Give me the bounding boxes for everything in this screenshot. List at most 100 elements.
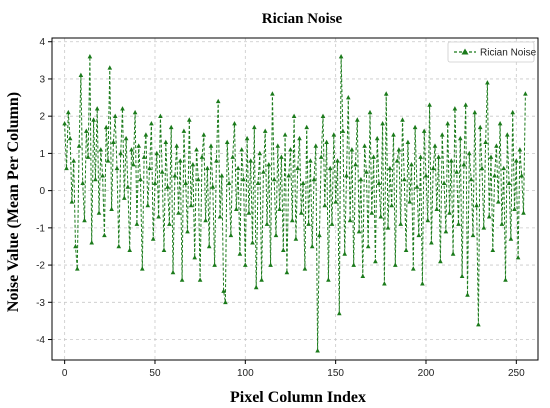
data-point [80, 180, 85, 185]
legend-box [447, 41, 535, 63]
data-point [416, 232, 422, 238]
data-point [519, 173, 524, 178]
data-point [76, 143, 82, 148]
data-point [152, 180, 158, 185]
data-point [262, 128, 268, 133]
data-point [210, 184, 216, 189]
data-point [505, 132, 510, 137]
y-axis-label: Noise Value (Mean Per Column) [5, 92, 22, 312]
data-point [474, 202, 479, 208]
data-point [365, 243, 371, 249]
data-point [454, 169, 459, 174]
data-point [367, 109, 373, 115]
data-point [499, 221, 505, 226]
data-point [290, 217, 295, 223]
data-point [188, 202, 194, 208]
data-point [64, 165, 69, 171]
data-point [411, 266, 416, 271]
data-point [327, 165, 333, 171]
data-point [131, 162, 136, 167]
data-point [244, 135, 250, 141]
data-point [483, 139, 488, 144]
data-point [300, 180, 306, 185]
data-point [382, 281, 387, 286]
data-point [503, 277, 508, 282]
data-point [112, 113, 118, 118]
data-point [271, 176, 277, 182]
data-point [369, 210, 375, 215]
data-point [252, 124, 257, 130]
data-point [149, 121, 154, 126]
data-point [73, 243, 78, 249]
data-point [344, 173, 349, 178]
data-point [224, 139, 230, 144]
data-point [306, 221, 311, 226]
data-point [163, 139, 169, 144]
data-point [291, 113, 297, 118]
data-point [264, 221, 270, 226]
data-point [443, 229, 449, 234]
data-point [304, 124, 309, 130]
data-point [100, 173, 105, 178]
data-point [309, 243, 315, 249]
data-point [255, 180, 261, 185]
data-point [107, 65, 113, 70]
data-point [239, 147, 244, 152]
y-tick-label: 4 [39, 37, 45, 48]
data-point [62, 121, 67, 126]
data-point [214, 158, 219, 163]
x-axis-label: Pixel Column Index [230, 389, 366, 406]
legend-marker [461, 48, 469, 55]
data-point [494, 143, 499, 148]
data-point [127, 247, 132, 252]
data-point [508, 236, 514, 241]
data-point [118, 150, 123, 156]
data-point [320, 113, 326, 118]
data-point [436, 154, 441, 159]
data-point [514, 158, 519, 163]
data-point [335, 158, 340, 163]
data-point [125, 184, 131, 189]
data-point [521, 210, 526, 215]
data-point [78, 72, 84, 77]
data-point [203, 217, 208, 223]
data-point [129, 147, 134, 152]
data-point [302, 266, 308, 271]
data-point [351, 262, 356, 267]
data-point [201, 132, 207, 137]
x-tick-label: 0 [62, 368, 68, 379]
data-point [378, 214, 384, 219]
y-tick-label: 2 [39, 112, 45, 123]
data-point [293, 236, 299, 241]
data-point [123, 135, 129, 141]
data-point [324, 139, 329, 144]
data-point [405, 139, 411, 144]
y-tick-label: -4 [36, 335, 45, 346]
data-point [156, 214, 161, 219]
data-point [355, 117, 360, 122]
data-point [172, 173, 178, 178]
data-point [215, 98, 221, 104]
data-point [400, 117, 405, 122]
data-point [313, 143, 319, 148]
data-point [183, 180, 188, 185]
data-point [517, 147, 523, 152]
x-tick-label: 50 [149, 368, 161, 379]
x-tick-label: 150 [327, 368, 344, 379]
data-point [418, 154, 423, 159]
data-point [297, 135, 302, 141]
y-tick-label: 3 [39, 74, 45, 85]
data-point [479, 165, 485, 171]
data-point [150, 236, 156, 241]
data-point [241, 176, 246, 182]
data-point [282, 132, 288, 137]
data-point [174, 143, 179, 148]
data-point [286, 173, 291, 178]
x-tick-label: 200 [418, 368, 435, 379]
data-point [273, 232, 279, 238]
data-point [243, 262, 248, 267]
data-point [266, 162, 272, 167]
data-point [96, 210, 102, 215]
data-point [506, 180, 512, 185]
